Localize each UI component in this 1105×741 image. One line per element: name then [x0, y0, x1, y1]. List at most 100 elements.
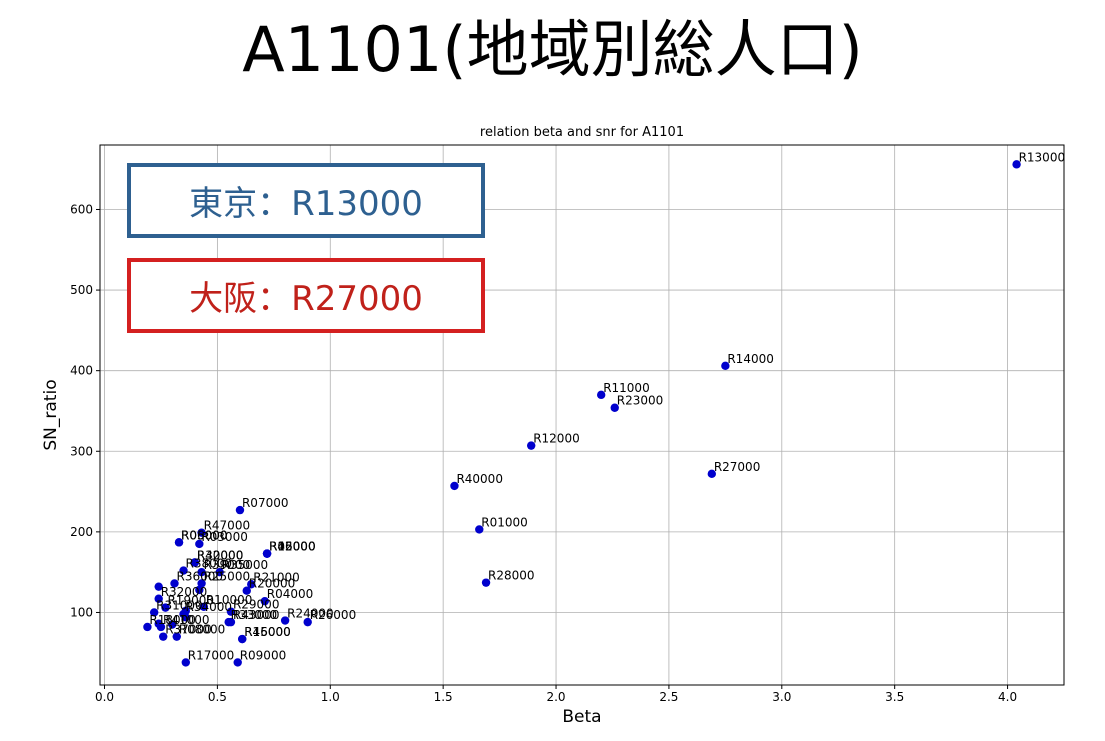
plot-area: [99, 144, 1065, 686]
x-tick-label: 3.5: [885, 690, 904, 704]
point-label: R19000: [167, 594, 214, 608]
data-point: [1012, 160, 1021, 169]
chart-title: relation beta and snr for A1101: [480, 125, 684, 140]
point-label: R07000: [242, 496, 289, 510]
data-point: [197, 528, 206, 537]
y-tick-label: 100: [70, 605, 93, 619]
data-point: [181, 658, 190, 667]
point-label: R01000: [481, 515, 528, 529]
x-tick-label: 0.5: [208, 690, 227, 704]
point-label: R20000: [249, 577, 296, 591]
y-tick-label: 500: [70, 283, 93, 297]
point-label: R12000: [533, 432, 580, 446]
data-point: [721, 361, 730, 371]
point-label: R23000: [617, 394, 664, 408]
point-label: R02000: [269, 540, 316, 554]
x-tick-label: 1.5: [434, 690, 453, 704]
data-point: [260, 596, 270, 606]
data-point: [172, 632, 181, 641]
x-axis-label: Beta: [562, 707, 601, 727]
data-point: [224, 617, 233, 627]
data-point: [154, 594, 163, 603]
point-label: R45000: [244, 625, 291, 639]
data-point: [450, 481, 459, 491]
point-label: R27000: [714, 460, 761, 474]
data-point: [596, 390, 606, 400]
data-point: [215, 567, 224, 577]
data-point: [195, 539, 204, 549]
data-points: [143, 160, 1021, 667]
point-label: R24000: [287, 607, 334, 621]
point-label: R37000: [165, 623, 212, 637]
point-label: R39000: [204, 558, 251, 572]
data-point: [707, 469, 717, 479]
callout-osaka: 大阪：R27000: [127, 258, 485, 333]
point-label: R31000: [156, 598, 203, 612]
point-label: R03000: [201, 530, 248, 544]
point-label: R06000: [181, 528, 228, 542]
data-point: [170, 579, 179, 588]
data-point: [235, 505, 245, 515]
point-label: R34000: [186, 600, 233, 614]
point-label: R18000: [149, 613, 196, 627]
data-point: [233, 658, 242, 667]
x-tick-label: 3.0: [772, 690, 791, 704]
data-point: [303, 617, 312, 627]
point-label: R35000: [222, 558, 269, 572]
y-tick-label: 400: [70, 364, 93, 378]
point-label: R47000: [204, 519, 251, 533]
data-point: [197, 567, 206, 577]
data-point: [195, 585, 204, 595]
y-axis-label: SN_ratio: [41, 379, 61, 450]
data-point: [168, 620, 177, 629]
data-point: [154, 582, 163, 591]
data-point: [247, 580, 256, 589]
point-label: R17000: [188, 648, 235, 662]
axis-ticks: 0.0 0.5 1.0 1.5 2.0 2.5 3.0 3.5 4.0 100 200 300 400 5…: [70, 202, 1017, 704]
point-label: R11000: [603, 381, 650, 395]
point-label: R25000: [204, 569, 251, 583]
data-point: [161, 603, 170, 612]
x-tick-label: 1.0: [321, 690, 340, 704]
y-tick-label: 600: [70, 202, 93, 216]
data-point: [174, 538, 184, 547]
point-label: R05000: [181, 528, 228, 542]
point-label: R32000: [161, 585, 208, 599]
data-point: [181, 613, 190, 622]
data-point: [154, 619, 163, 628]
point-label: R16000: [244, 625, 291, 639]
point-label: R41000: [163, 613, 210, 627]
point-label: R09000: [240, 648, 287, 662]
x-tick-label: 2.0: [546, 690, 565, 704]
point-label: R21000: [253, 570, 300, 584]
point-label: R40000: [456, 472, 503, 486]
point-label: R46000: [269, 540, 316, 554]
point-label: R36000: [177, 569, 224, 583]
data-point: [181, 606, 190, 616]
point-label: R15000: [269, 540, 316, 554]
y-tick-label: 300: [70, 444, 93, 458]
x-tick-label: 4.0: [998, 690, 1017, 704]
data-point: [179, 566, 188, 575]
data-point: [149, 608, 159, 617]
x-tick-label: 2.5: [659, 690, 678, 704]
data-point: [475, 525, 484, 534]
data-point: [481, 578, 491, 587]
data-point: [143, 622, 152, 632]
callout-tokyo: 東京：R13000: [127, 163, 485, 238]
point-label: R30000: [197, 548, 244, 562]
data-point: [226, 607, 236, 616]
point-label: R14000: [727, 352, 774, 366]
point-label: R33000: [231, 608, 278, 622]
data-point: [190, 558, 200, 567]
point-label: R38000: [186, 557, 233, 571]
callout-tokyo-text: 東京：R13000: [189, 184, 423, 224]
data-point: [238, 634, 247, 644]
data-point: [199, 602, 209, 612]
point-label: R26000: [310, 608, 357, 622]
point-label: R10000: [206, 593, 253, 607]
y-tick-label: 200: [70, 525, 93, 539]
callout-osaka-text: 大阪：R27000: [189, 279, 423, 319]
